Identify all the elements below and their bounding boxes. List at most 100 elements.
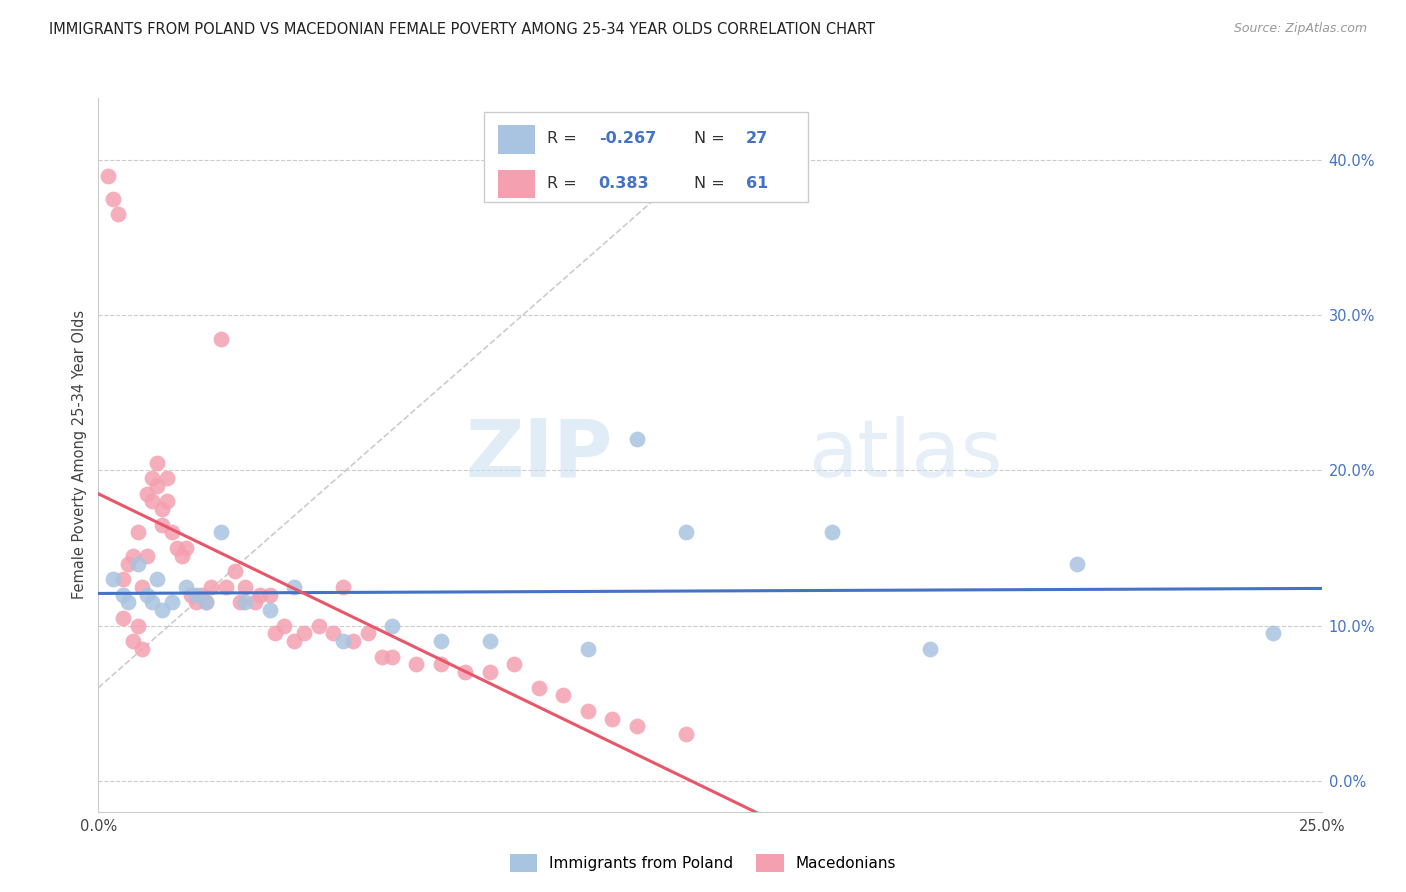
Point: [200, 580, 222, 594]
Point: [600, 712, 623, 726]
Point: [576, 641, 599, 656]
Point: [233, 595, 256, 609]
Point: [170, 549, 193, 563]
Legend: Immigrants from Poland, Macedonians: Immigrants from Poland, Macedonians: [503, 847, 903, 879]
Point: [131, 580, 153, 594]
Point: [111, 611, 134, 625]
Point: [136, 549, 159, 563]
Point: [195, 595, 218, 609]
Point: [576, 704, 599, 718]
Point: [121, 634, 143, 648]
Point: [249, 588, 271, 602]
Point: [136, 486, 159, 500]
Point: [209, 332, 232, 346]
Point: [292, 626, 315, 640]
Point: [117, 595, 139, 609]
FancyBboxPatch shape: [498, 169, 536, 198]
Point: [430, 634, 453, 648]
Point: [146, 479, 169, 493]
Text: ZIP: ZIP: [465, 416, 612, 494]
Point: [675, 525, 697, 540]
Point: [195, 595, 218, 609]
Point: [107, 207, 129, 221]
Point: [273, 618, 295, 632]
Point: [626, 433, 648, 447]
FancyBboxPatch shape: [498, 125, 536, 153]
Point: [920, 641, 942, 656]
Text: -0.267: -0.267: [599, 131, 657, 146]
Point: [224, 564, 246, 578]
Point: [176, 541, 198, 555]
Text: IMMIGRANTS FROM POLAND VS MACEDONIAN FEMALE POVERTY AMONG 25-34 YEAR OLDS CORREL: IMMIGRANTS FROM POLAND VS MACEDONIAN FEM…: [49, 22, 875, 37]
Point: [176, 580, 198, 594]
Text: N =: N =: [695, 131, 730, 146]
Point: [381, 649, 404, 664]
Point: [283, 634, 305, 648]
Point: [430, 657, 453, 672]
Point: [186, 588, 208, 602]
Point: [121, 549, 143, 563]
Point: [259, 588, 281, 602]
Point: [243, 595, 266, 609]
Point: [478, 634, 501, 648]
Point: [527, 681, 550, 695]
Text: Source: ZipAtlas.com: Source: ZipAtlas.com: [1233, 22, 1367, 36]
FancyBboxPatch shape: [484, 112, 808, 202]
Point: [160, 525, 183, 540]
Point: [160, 595, 183, 609]
Point: [322, 626, 344, 640]
Point: [356, 626, 378, 640]
Point: [156, 471, 179, 485]
Point: [156, 494, 179, 508]
Point: [150, 603, 173, 617]
Point: [101, 192, 124, 206]
Text: 61: 61: [745, 176, 768, 191]
Point: [131, 641, 153, 656]
Point: [166, 541, 188, 555]
Point: [233, 580, 256, 594]
Point: [111, 572, 134, 586]
Point: [136, 588, 159, 602]
Point: [186, 595, 208, 609]
Point: [150, 502, 173, 516]
Point: [229, 595, 252, 609]
Text: R =: R =: [547, 131, 582, 146]
Point: [127, 557, 149, 571]
Point: [1261, 626, 1284, 640]
Point: [283, 580, 305, 594]
Point: [1066, 557, 1088, 571]
Point: [381, 618, 404, 632]
Point: [675, 727, 697, 741]
Point: [101, 572, 124, 586]
Text: R =: R =: [547, 176, 582, 191]
Point: [111, 588, 134, 602]
Point: [332, 580, 354, 594]
Text: N =: N =: [695, 176, 730, 191]
Point: [454, 665, 477, 679]
Point: [141, 471, 163, 485]
Point: [503, 657, 526, 672]
Point: [127, 618, 149, 632]
Point: [97, 169, 120, 183]
Point: [332, 634, 354, 648]
Point: [146, 456, 169, 470]
Point: [190, 588, 212, 602]
Point: [214, 580, 236, 594]
Point: [141, 494, 163, 508]
Point: [141, 595, 163, 609]
Point: [127, 525, 149, 540]
Point: [821, 525, 844, 540]
Point: [263, 626, 285, 640]
Y-axis label: Female Poverty Among 25-34 Year Olds: Female Poverty Among 25-34 Year Olds: [72, 310, 87, 599]
Point: [405, 657, 427, 672]
Point: [478, 665, 501, 679]
Point: [117, 557, 139, 571]
Text: 0.383: 0.383: [599, 176, 650, 191]
Text: 27: 27: [745, 131, 768, 146]
Point: [553, 689, 575, 703]
Point: [180, 588, 202, 602]
Point: [150, 517, 173, 532]
Point: [209, 525, 232, 540]
Point: [626, 719, 648, 733]
Point: [308, 618, 330, 632]
